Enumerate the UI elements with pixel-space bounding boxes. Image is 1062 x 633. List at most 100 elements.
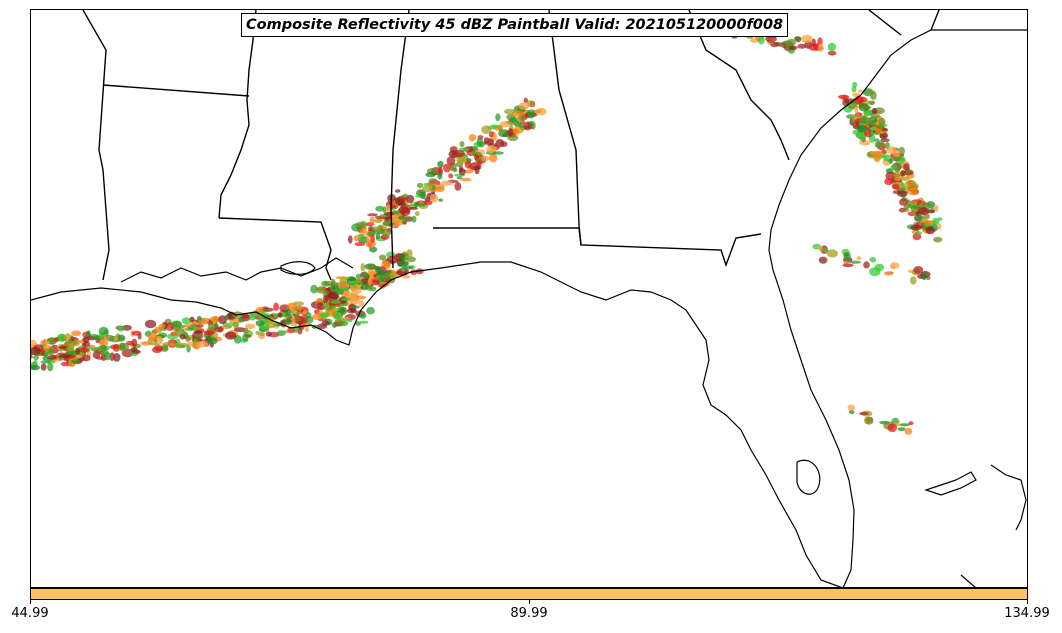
paintball-blob: [349, 305, 360, 309]
paintball-blob: [364, 263, 377, 270]
paintball-blob: [480, 155, 490, 162]
paintball-blob: [218, 315, 227, 325]
paintball-blob: [476, 137, 483, 147]
paintball-blob: [801, 34, 813, 44]
paintball-blob: [398, 215, 405, 220]
paintball-blob: [464, 160, 472, 169]
paintball-blob: [523, 97, 528, 103]
paintball-blob: [406, 256, 416, 263]
paintball-blob: [102, 351, 112, 361]
paintball-blob: [336, 320, 349, 327]
paintball-blob: [162, 342, 172, 346]
paintball-blob: [363, 273, 369, 280]
paintball-blob: [925, 226, 935, 235]
paintball-blob: [332, 322, 337, 329]
lake-pontchartrain: [280, 261, 316, 275]
paintball-blob: [527, 109, 536, 118]
paintball-blob: [384, 211, 395, 216]
paintball-blob: [453, 150, 465, 158]
paintball-blob: [827, 42, 837, 52]
paintball-blob: [207, 337, 218, 345]
paintball-blob: [459, 141, 465, 148]
paintball-blob: [183, 324, 193, 328]
paintball-blob: [474, 165, 480, 175]
paintball-blob: [860, 115, 867, 124]
paintball-blob: [827, 51, 837, 56]
paintball-blob: [31, 346, 41, 356]
paintball-blob: [876, 140, 885, 149]
paintball-blob: [401, 275, 411, 279]
colorbar-tick-label-right: 134.99: [1004, 606, 1050, 621]
paintball-blob: [400, 203, 408, 213]
paintball-blob: [109, 344, 120, 350]
border-fl-al: [433, 227, 762, 268]
paintball-blob: [883, 271, 894, 276]
paintball-blob: [428, 178, 438, 182]
paintball-blob: [440, 180, 453, 186]
paintball-blob: [389, 272, 398, 278]
paintball-blob: [325, 309, 331, 318]
paintball-blob: [47, 362, 54, 372]
paintball-blob: [316, 302, 324, 307]
paintball-blob: [171, 320, 182, 328]
paintball-blob: [492, 151, 504, 155]
paintball-blob: [354, 242, 366, 247]
paintball-blob: [58, 354, 71, 358]
paintball-blob: [826, 249, 838, 258]
colorbar-tick-left: [30, 600, 31, 604]
paintball-blob: [871, 150, 882, 157]
paintball-blob: [277, 312, 283, 318]
paintball-blob: [843, 260, 850, 265]
paintball-blob: [276, 330, 286, 337]
paintball-blob: [893, 172, 900, 180]
paintball-blob: [385, 272, 390, 279]
paintball-blob: [91, 346, 100, 352]
paintball-blob: [196, 341, 209, 348]
paintball-blob: [148, 332, 158, 341]
paintball-blob: [359, 312, 367, 319]
paintball-blob: [873, 154, 881, 163]
paintball-blob: [797, 43, 807, 49]
paintball-blob: [117, 334, 126, 342]
paintball-blob: [348, 235, 353, 244]
border-la-ms: [218, 217, 332, 281]
paintball-blob: [910, 224, 922, 231]
paintball-blob: [249, 313, 256, 321]
paintball-blob: [367, 231, 374, 236]
paintball-blob: [811, 38, 816, 46]
paintball-blob: [193, 330, 202, 334]
border-north: [930, 10, 940, 31]
paintball-blob: [921, 271, 927, 281]
paintball-blob: [859, 140, 871, 146]
paintball-blob: [57, 333, 67, 342]
paintball-blob: [117, 342, 130, 352]
paintball-blob: [878, 123, 884, 131]
paintball-blob: [856, 256, 862, 260]
coast-gulf: [31, 29, 1027, 587]
paintball-blob: [386, 270, 392, 274]
paintball-blob: [788, 45, 798, 50]
map-title: Composite Reflectivity 45 dBZ Paintball …: [241, 13, 789, 37]
paintball-blob: [864, 416, 874, 425]
paintball-blob: [487, 138, 494, 146]
paintball-blob: [871, 114, 881, 119]
paintball-blob: [140, 341, 152, 346]
paintball-blob: [910, 276, 917, 285]
paintball-blob: [197, 319, 203, 326]
paintball-blob: [238, 317, 245, 323]
border-ms-al: [390, 10, 410, 269]
paintball-blob: [286, 302, 297, 310]
paintball-blob: [31, 365, 41, 371]
paintball-blob: [189, 316, 195, 323]
paintball-blob: [158, 323, 165, 330]
border-ar-la: [102, 84, 250, 97]
paintball-blob: [33, 360, 38, 365]
paintball-blob: [474, 153, 479, 161]
paintball-blob: [284, 319, 293, 325]
paintball-blob: [504, 108, 516, 115]
paintball-blob: [456, 176, 463, 180]
paintball-blob: [203, 330, 215, 336]
paintball-blob: [377, 276, 388, 281]
paintball-blob: [179, 334, 186, 340]
paintball-blob: [186, 337, 192, 341]
